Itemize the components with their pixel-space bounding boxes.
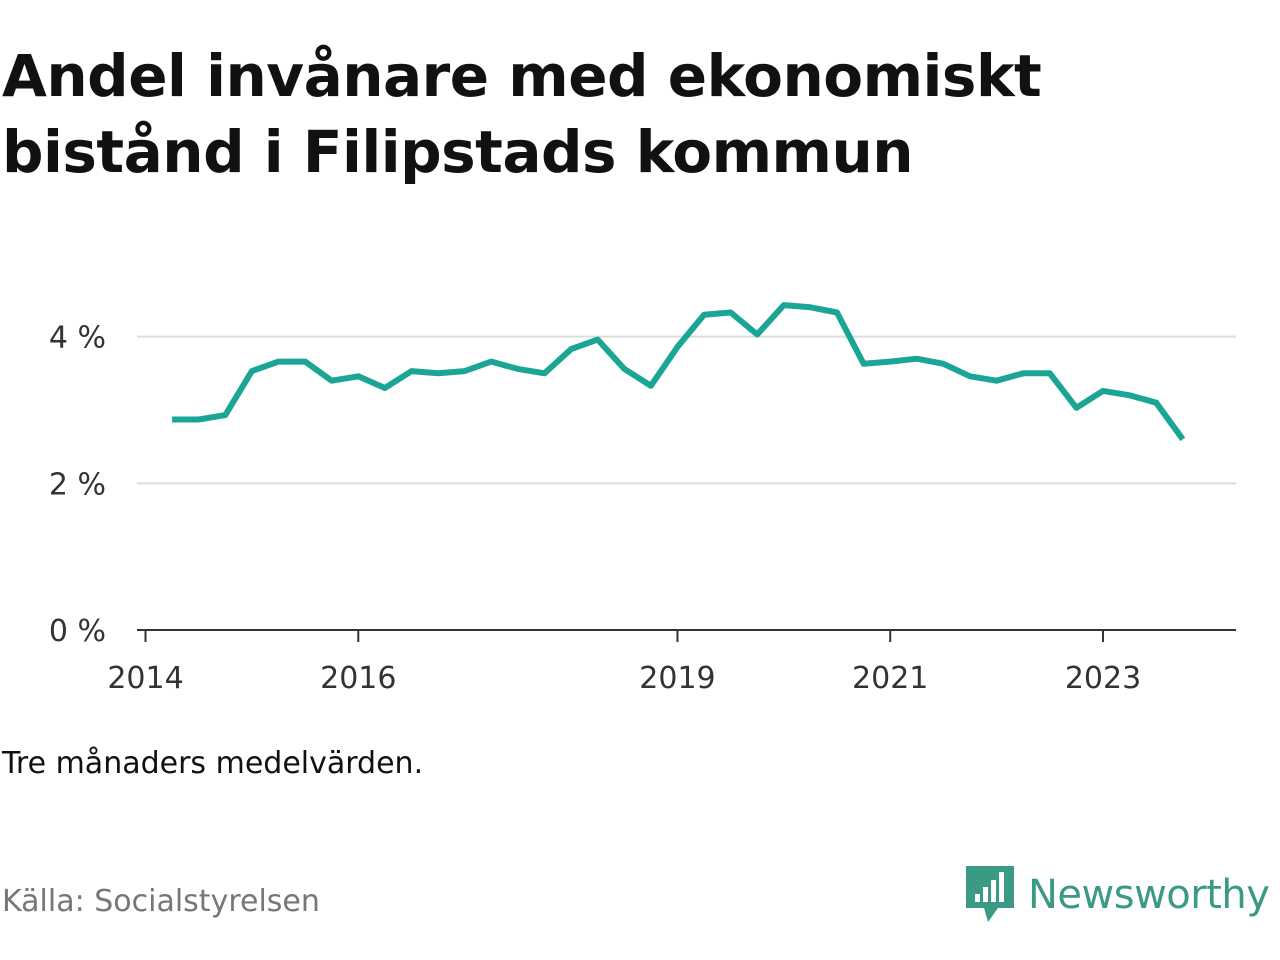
y-tick-label: 4 %: [49, 321, 106, 356]
newsworthy-logo-icon: [966, 866, 1014, 922]
brand-name: Newsworthy: [1028, 872, 1270, 918]
x-tick-label: 2014: [107, 661, 183, 696]
x-axis: [137, 629, 1236, 642]
x-tick-label: 2023: [1065, 661, 1141, 696]
y-tick-label: 0 %: [49, 614, 106, 649]
series-layer: [172, 302, 1186, 442]
x-tick-label: 2019: [639, 661, 715, 696]
y-axis-tick-labels: 0 % 2 % 4 %: [49, 321, 106, 649]
chart-title: Andel invånare med ekonomiskt bistånd i …: [2, 42, 1042, 186]
line-chart: 0 % 2 % 4 % 2014 2016 2019 2021 2023: [49, 302, 1236, 696]
y-tick-label: 2 %: [49, 467, 106, 502]
chart-subtitle: Tre månaders medelvärden.: [2, 746, 424, 781]
source-note: Källa: Socialstyrelsen: [2, 884, 320, 919]
x-tick-label: 2016: [320, 661, 396, 696]
series-line: [172, 302, 1186, 442]
newsworthy-brand: Newsworthy: [964, 864, 1270, 926]
x-tick-label: 2021: [852, 661, 928, 696]
x-axis-tick-labels: 2014 2016 2019 2021 2023: [107, 661, 1141, 696]
